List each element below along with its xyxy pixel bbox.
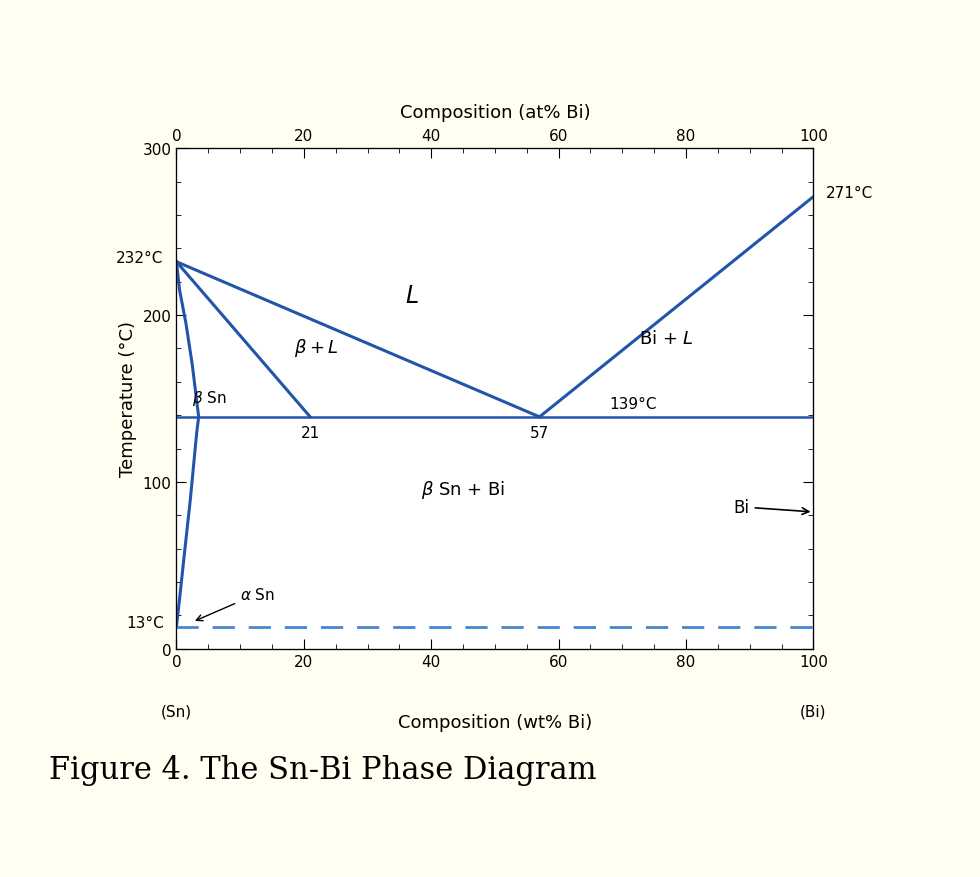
- Text: 21: 21: [301, 425, 319, 440]
- Y-axis label: Temperature (°C): Temperature (°C): [119, 321, 137, 477]
- Text: $L$: $L$: [405, 283, 419, 307]
- X-axis label: Composition (wt% Bi): Composition (wt% Bi): [398, 713, 592, 731]
- Text: $\beta$ Sn: $\beta$ Sn: [192, 389, 227, 407]
- Text: Bi + $L$: Bi + $L$: [640, 330, 694, 348]
- Text: $\beta + L$: $\beta + L$: [294, 337, 339, 359]
- Text: $\beta$ Sn + Bi: $\beta$ Sn + Bi: [420, 478, 506, 500]
- Text: (Bi): (Bi): [800, 704, 827, 719]
- X-axis label: Composition (at% Bi): Composition (at% Bi): [400, 104, 590, 122]
- Text: 57: 57: [530, 425, 549, 440]
- Text: Bi: Bi: [734, 498, 808, 517]
- Text: 139°C: 139°C: [610, 397, 657, 412]
- Text: 232°C: 232°C: [117, 251, 164, 266]
- Text: $\alpha$ Sn: $\alpha$ Sn: [196, 586, 275, 621]
- Text: 13°C: 13°C: [125, 616, 164, 631]
- Text: 271°C: 271°C: [826, 185, 873, 201]
- Text: (Sn): (Sn): [161, 704, 192, 719]
- Text: Figure 4. The Sn-Bi Phase Diagram: Figure 4. The Sn-Bi Phase Diagram: [49, 754, 597, 785]
